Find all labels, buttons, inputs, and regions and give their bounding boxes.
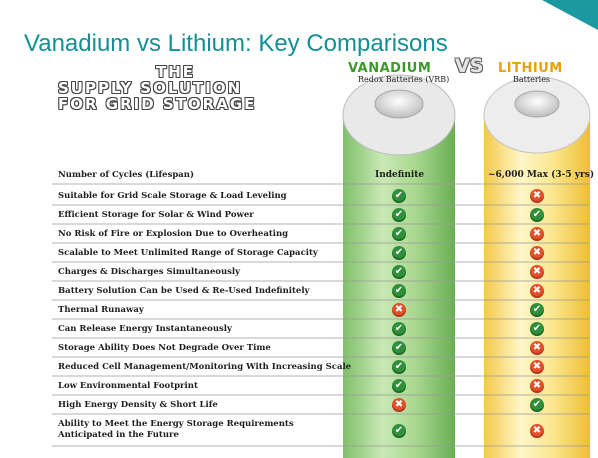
lithium-cross-icon: ✖ bbox=[530, 189, 544, 203]
lithium-check-icon: ✔ bbox=[530, 303, 544, 317]
row-label: High Energy Density & Short Life bbox=[58, 400, 218, 410]
lithium-cross-icon: ✖ bbox=[530, 360, 544, 374]
lithium-battery-cap bbox=[514, 90, 560, 118]
row-label: Reduced Cell Management/Monitoring With … bbox=[58, 362, 352, 372]
vanadium-check-icon: ✔ bbox=[392, 227, 406, 241]
lithium-cross-icon: ✖ bbox=[530, 265, 544, 279]
row-label: Charges & Discharges Simultaneously bbox=[58, 267, 241, 277]
lithium-cross-icon: ✖ bbox=[530, 284, 544, 298]
vanadium-cycles-value: Indefinite bbox=[375, 170, 425, 180]
lithium-cross-icon: ✖ bbox=[530, 227, 544, 241]
vs-label: VS bbox=[455, 55, 484, 77]
lithium-check-icon: ✔ bbox=[530, 322, 544, 336]
row-label: Scalable to Meet Unlimited Range of Stor… bbox=[58, 248, 318, 258]
row-label: Low Environmental Footprint bbox=[58, 381, 198, 391]
row-label: Battery Solution Can be Used & Re-Used I… bbox=[58, 286, 310, 296]
vanadium-battery-cap bbox=[374, 89, 424, 119]
lithium-cross-icon: ✖ bbox=[530, 341, 544, 355]
vanadium-check-icon: ✔ bbox=[392, 341, 406, 355]
row-label: Efficient Storage for Solar & Wind Power bbox=[58, 210, 254, 220]
lithium-check-icon: ✔ bbox=[530, 398, 544, 412]
vanadium-check-icon: ✔ bbox=[392, 265, 406, 279]
subtitle-line-2: SUPPLY SOLUTION bbox=[58, 79, 243, 97]
vanadium-check-icon: ✔ bbox=[392, 424, 406, 438]
lithium-cross-icon: ✖ bbox=[530, 246, 544, 260]
row-label: Storage Ability Does Not Degrade Over Ti… bbox=[58, 343, 271, 353]
corner-accent bbox=[542, 0, 598, 30]
vanadium-check-icon: ✔ bbox=[392, 322, 406, 336]
page-title: Vanadium vs Lithium: Key Comparisons bbox=[24, 30, 448, 57]
row-label-line-2: Anticipated in the Future bbox=[58, 430, 179, 440]
vanadium-check-icon: ✔ bbox=[392, 246, 406, 260]
lithium-cross-icon: ✖ bbox=[530, 424, 544, 438]
row-label: Ability to Meet the Energy Storage Requi… bbox=[58, 419, 294, 429]
vanadium-subheading: Redox Batteries (VRB) bbox=[358, 75, 450, 84]
vanadium-check-icon: ✔ bbox=[392, 208, 406, 222]
vanadium-cross-icon: ✖ bbox=[392, 398, 406, 412]
vanadium-check-icon: ✔ bbox=[392, 379, 406, 393]
vanadium-check-icon: ✔ bbox=[392, 284, 406, 298]
lithium-heading: LITHIUM bbox=[498, 61, 563, 76]
row-label: Thermal Runaway bbox=[58, 305, 144, 315]
vanadium-check-icon: ✔ bbox=[392, 360, 406, 374]
subtitle-line-1: THE bbox=[156, 63, 196, 81]
lithium-check-icon: ✔ bbox=[530, 208, 544, 222]
vanadium-heading: VANADIUM bbox=[348, 61, 432, 76]
lithium-subheading: Batteries bbox=[513, 75, 551, 84]
lithium-cross-icon: ✖ bbox=[530, 379, 544, 393]
row-dividers bbox=[52, 183, 590, 447]
vanadium-cross-icon: ✖ bbox=[392, 303, 406, 317]
row-label: No Risk of Fire or Explosion Due to Over… bbox=[58, 229, 289, 239]
row-label: Number of Cycles (Lifespan) bbox=[58, 170, 195, 180]
subtitle-line-3: FOR GRID STORAGE bbox=[58, 95, 257, 113]
vanadium-check-icon: ✔ bbox=[392, 189, 406, 203]
lithium-cycles-value: ~6,000 Max (3-5 yrs) bbox=[488, 170, 595, 180]
row-label: Can Release Energy Instantaneously bbox=[58, 324, 232, 334]
row-label: Suitable for Grid Scale Storage & Load L… bbox=[58, 191, 287, 201]
